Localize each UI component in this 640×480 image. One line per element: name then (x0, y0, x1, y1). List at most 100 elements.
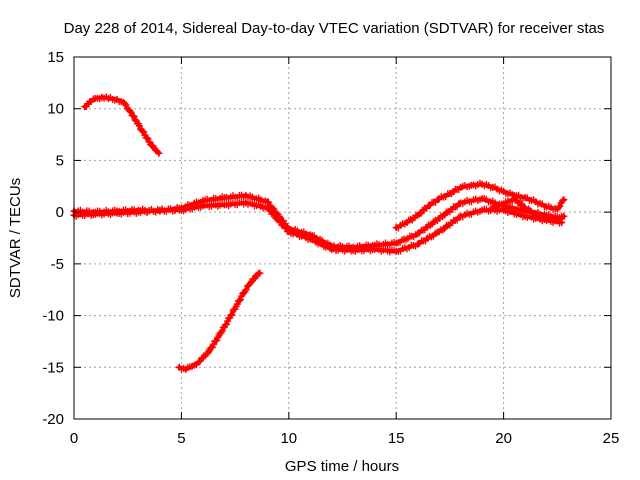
data-point (392, 224, 400, 232)
x-tick-label: 0 (70, 430, 78, 447)
data-point (489, 203, 497, 211)
data-point (175, 363, 183, 371)
y-tick-label: 0 (56, 204, 64, 221)
data-point (220, 323, 228, 331)
data-point (521, 204, 529, 212)
data-point (214, 333, 222, 341)
data-point (242, 192, 250, 200)
y-tick-label: -15 (42, 359, 64, 376)
data-marker-fill (228, 311, 236, 319)
data-point (119, 99, 127, 107)
data-point (155, 149, 163, 157)
data-point (242, 199, 250, 207)
data-point (132, 117, 140, 125)
data-point (553, 205, 561, 213)
data-point (435, 228, 443, 236)
data-point (500, 187, 508, 195)
y-tick-label: -10 (42, 308, 64, 325)
data-point (91, 94, 99, 102)
data-points (70, 93, 568, 373)
data-point (195, 358, 203, 366)
chart-title: Day 228 of 2014, Sidereal Day-to-day VTE… (64, 20, 605, 37)
data-point (349, 246, 357, 254)
series-trace-d (489, 195, 568, 223)
data-point (113, 209, 121, 217)
series-trace-c (392, 179, 568, 232)
data-point (500, 206, 508, 214)
x-tick-label: 15 (388, 430, 405, 447)
data-marker-fill (131, 116, 139, 124)
data-point (207, 344, 215, 352)
data-point (478, 180, 486, 188)
data-point (414, 211, 422, 219)
data-point (139, 127, 147, 135)
data-point (532, 198, 540, 206)
data-point (560, 196, 568, 204)
x-axis-label: GPS time / hours (285, 458, 399, 475)
data-point (81, 103, 89, 111)
x-tick-label: 10 (280, 430, 297, 447)
data-point (91, 210, 99, 218)
y-tick-label: -5 (51, 256, 64, 273)
data-point (263, 198, 271, 206)
data-point (414, 230, 422, 238)
y-tick-labels: 15 10 5 0 -5 -10 -15 -20 (42, 49, 64, 428)
data-marker-fill (276, 218, 284, 226)
data-point (199, 202, 207, 210)
data-point (392, 247, 400, 255)
data-marker-fill (218, 327, 226, 335)
data-point (543, 213, 551, 221)
data-marker-fill (143, 134, 151, 142)
data-point (558, 218, 566, 226)
data-point (435, 195, 443, 203)
data-point (256, 269, 264, 277)
y-tick-label: -20 (42, 411, 64, 428)
data-marker-fill (205, 348, 213, 356)
data-point (156, 206, 164, 214)
data-point (457, 212, 465, 220)
data-point (263, 204, 271, 212)
data-point (435, 214, 443, 222)
data-point (328, 245, 336, 253)
data-point (457, 183, 465, 191)
data-marker-fill (130, 113, 138, 121)
series-arc-lower (175, 269, 264, 373)
axis-ticks (73, 56, 612, 420)
data-marker-fill (129, 112, 137, 120)
data-marker-fill (121, 99, 129, 107)
y-axis-label: SDTVAR / TECUs (7, 178, 24, 298)
plot-frame (73, 56, 612, 420)
data-point (560, 212, 568, 220)
data-point (414, 240, 422, 248)
x-tick-labels: 0 5 10 15 20 25 (70, 430, 620, 447)
data-point (145, 138, 153, 146)
data-point (177, 206, 185, 214)
data-marker-fill (269, 210, 277, 218)
x-tick-label: 25 (603, 430, 620, 447)
data-point (134, 208, 142, 216)
data-point (521, 212, 529, 220)
data-point (478, 206, 486, 214)
data-point (457, 199, 465, 207)
data-point (446, 190, 454, 198)
y-tick-label: 15 (47, 49, 64, 66)
data-point (500, 200, 508, 208)
y-tick-label: 10 (47, 101, 64, 118)
data-point (403, 218, 411, 226)
data-point (285, 228, 293, 236)
data-marker-fill (136, 122, 144, 130)
data-point (104, 94, 112, 102)
data-point (467, 181, 475, 189)
data-point (424, 202, 432, 210)
data-marker-fill (250, 275, 258, 283)
data-point (126, 107, 134, 115)
data-point (478, 195, 486, 203)
data-point (182, 365, 190, 373)
data-point (220, 194, 228, 202)
data-marker-fill (212, 337, 220, 345)
data-marker-fill (555, 204, 563, 212)
data-point (220, 201, 228, 209)
grid-lines (74, 57, 611, 419)
data-marker-fill (558, 197, 566, 205)
